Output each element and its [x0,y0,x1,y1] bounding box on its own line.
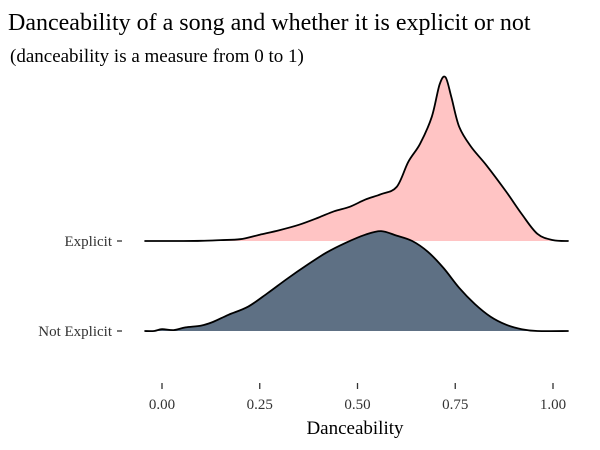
density-area-explicit [144,76,569,242]
x-axis: 0.00 0.25 0.50 0.75 1.00 [149,383,566,413]
x-tick-label: 0.25 [247,397,273,413]
y-axis: Explicit Not Explicit [38,234,122,340]
y-tick-label-explicit: Explicit [65,234,113,250]
x-tick-label: 0.75 [442,397,468,413]
x-axis-title: Danceability [306,418,404,439]
chart-subtitle: (danceability is a measure from 0 to 1) [10,46,304,67]
x-tick-label: 0.00 [149,397,175,413]
ridge-not-explicit [144,230,569,333]
density-line-explicit [144,75,569,242]
ridges-layer [144,75,569,333]
density-line-not-explicit [144,230,569,333]
chart-title: Danceability of a song and whether it is… [8,10,531,36]
ridge-explicit [144,75,569,242]
density-area-not-explicit [144,231,569,332]
y-tick-label-not-explicit: Not Explicit [38,324,113,340]
x-tick-label: 0.50 [344,397,370,413]
x-tick-label: 1.00 [540,397,566,413]
